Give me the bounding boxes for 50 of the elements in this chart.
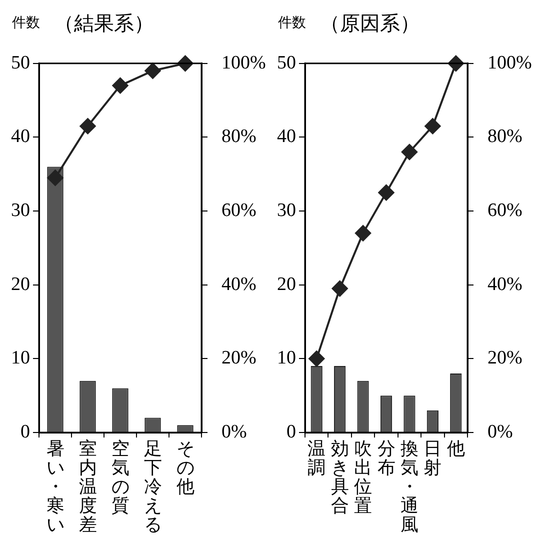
y2-tick-label: 60% — [488, 200, 522, 222]
y-tick-label: 30 — [277, 200, 296, 222]
y2-tick-label: 0% — [488, 421, 513, 442]
y-tick-label: 10 — [11, 348, 30, 369]
y-tick-label: 50 — [11, 52, 30, 74]
x-tick-label: 効き具合 — [330, 438, 349, 516]
y2-tick-label: 40% — [222, 274, 256, 295]
y-tick-label: 0 — [286, 421, 296, 442]
point — [332, 280, 348, 297]
point — [112, 78, 128, 94]
y-tick-label: 40 — [277, 126, 296, 148]
y2-tick-label: 20% — [222, 348, 256, 369]
y-tick-label: 50 — [277, 52, 296, 74]
chart-title: （原因系） — [320, 13, 420, 35]
x-tick-label: 日射 — [424, 438, 442, 478]
y2-tick-label: 80% — [222, 126, 256, 148]
y-tick-label: 30 — [11, 200, 30, 222]
y2-tick-label: 40% — [488, 274, 522, 295]
point — [308, 350, 325, 367]
y-tick-label: 40 — [11, 126, 30, 148]
x-tick-label: 室内温度差 — [78, 438, 97, 534]
chart-title: （結果系） — [54, 13, 154, 35]
point — [424, 118, 441, 134]
y2-tick-label: 100% — [488, 52, 532, 74]
point — [47, 170, 64, 186]
x-tick-label: 温調 — [308, 438, 326, 478]
point — [401, 144, 418, 160]
x-tick-label: 暑い・寒い — [46, 438, 64, 534]
y-tick-label: 20 — [277, 274, 296, 295]
x-tick-label: 足下冷える — [144, 438, 162, 534]
x-tick-label: 吹出位置 — [354, 438, 372, 516]
point — [355, 225, 372, 242]
y-axis-title: 件数 — [278, 14, 306, 32]
x-tick-label: 分布 — [377, 438, 396, 478]
y-tick-label: 0 — [20, 421, 30, 442]
y2-tick-label: 100% — [222, 52, 266, 74]
y-tick-label: 10 — [277, 348, 296, 369]
y2-tick-label: 20% — [488, 348, 522, 369]
y-axis-title: 件数 — [12, 14, 40, 32]
point — [80, 118, 96, 134]
y2-tick-label: 80% — [488, 126, 522, 148]
y2-tick-label: 0% — [222, 421, 247, 442]
y2-tick-label: 60% — [222, 200, 256, 222]
y-tick-label: 20 — [11, 274, 30, 295]
x-tick-label: 換気・通風 — [400, 438, 418, 534]
point — [144, 62, 161, 79]
x-tick-label: 空気の質 — [111, 438, 130, 516]
x-tick-label: 他 — [446, 438, 465, 459]
x-tick-label: その他 — [176, 438, 194, 496]
point — [378, 184, 394, 201]
